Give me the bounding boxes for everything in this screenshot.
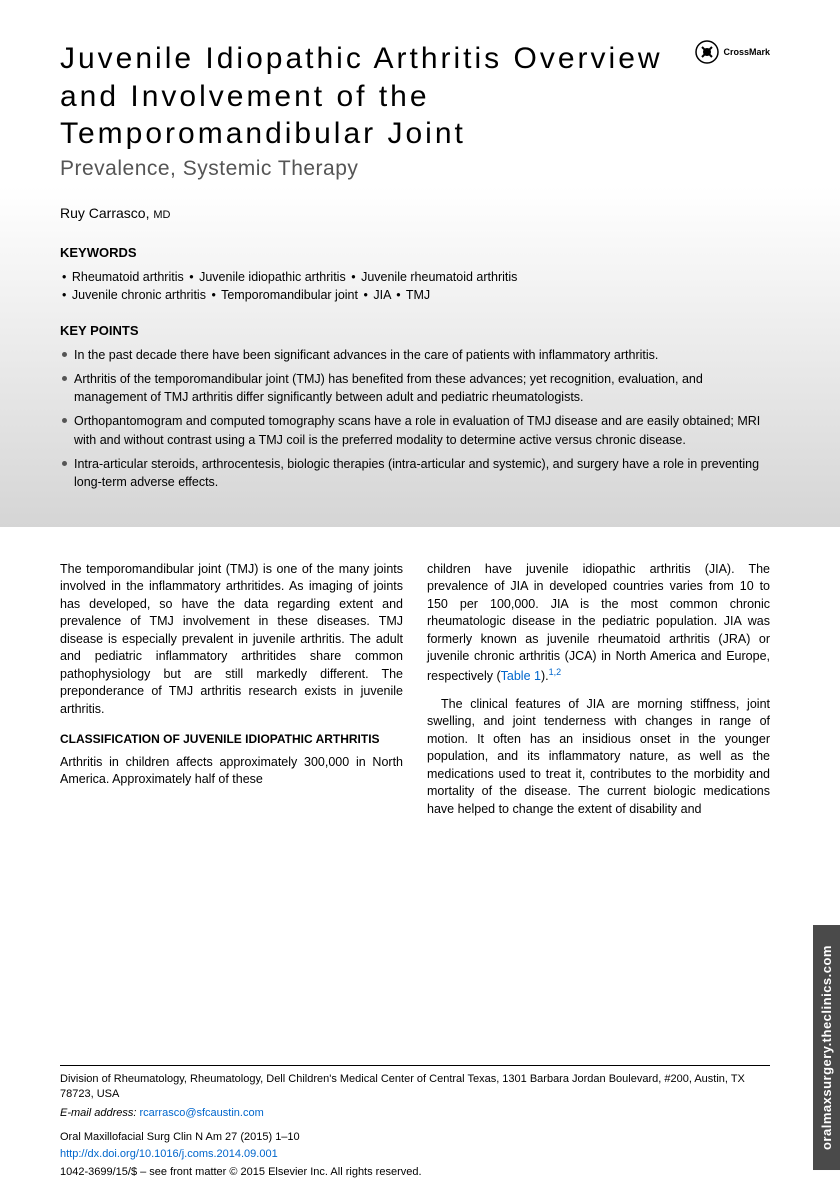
author-name: Ruy Carrasco,	[60, 205, 149, 221]
keypoints-list: In the past decade there have been signi…	[60, 346, 770, 491]
text-run: children have juvenile idiopathic arthri…	[427, 562, 770, 683]
section-heading: CLASSIFICATION OF JUVENILE IDIOPATHIC AR…	[60, 732, 403, 748]
page-footer: Division of Rheumatology, Rheumatology, …	[60, 1065, 770, 1180]
footer-rule	[60, 1065, 770, 1066]
paragraph: The temporomandibular joint (TMJ) is one…	[60, 561, 403, 719]
keyword: TMJ	[406, 288, 430, 302]
keyword: Temporomandibular joint	[221, 288, 358, 302]
paragraph: Arthritis in children affects approximat…	[60, 754, 403, 789]
column-right: children have juvenile idiopathic arthri…	[427, 561, 770, 828]
keypoint-item: In the past decade there have been signi…	[60, 346, 770, 364]
keyword: Juvenile chronic arthritis	[72, 288, 206, 302]
crossmark-badge[interactable]: CrossMark	[695, 40, 770, 64]
ref-superscript[interactable]: 1,2	[549, 667, 562, 677]
text-run: ).	[541, 669, 549, 683]
copyright-line: 1042-3699/15/$ – see front matter © 2015…	[60, 1165, 770, 1180]
keypoint-item: Arthritis of the temporomandibular joint…	[60, 370, 770, 406]
keywords-list: • Rheumatoid arthritis • Juvenile idiopa…	[60, 268, 770, 306]
title-block: Juvenile Idiopathic Arthritis Overview a…	[0, 40, 840, 527]
article-title: Juvenile Idiopathic Arthritis Overview a…	[60, 40, 680, 153]
keyword: Juvenile rheumatoid arthritis	[361, 270, 517, 284]
paragraph: The clinical features of JIA are morning…	[427, 696, 770, 819]
body-columns: The temporomandibular joint (TMJ) is one…	[60, 561, 770, 828]
column-left: The temporomandibular joint (TMJ) is one…	[60, 561, 403, 828]
email-label: E-mail address:	[60, 1107, 136, 1119]
affiliation: Division of Rheumatology, Rheumatology, …	[60, 1072, 770, 1103]
keyword: Juvenile idiopathic arthritis	[199, 270, 346, 284]
doi-link[interactable]: http://dx.doi.org/10.1016/j.coms.2014.09…	[60, 1147, 770, 1162]
author-line: Ruy Carrasco, MD	[60, 205, 770, 221]
email-line: E-mail address: rcarrasco@sfcaustin.com	[60, 1106, 770, 1121]
side-url-tab[interactable]: oralmaxsurgery.theclinics.com	[813, 925, 840, 1170]
author-degree: MD	[153, 209, 170, 221]
keywords-heading: KEYWORDS	[60, 245, 770, 260]
journal-citation: Oral Maxillofacial Surg Clin N Am 27 (20…	[60, 1130, 770, 1145]
email-link[interactable]: rcarrasco@sfcaustin.com	[139, 1107, 263, 1119]
keyword: JIA	[373, 288, 390, 302]
keyword: Rheumatoid arthritis	[72, 270, 184, 284]
keypoint-item: Orthopantomogram and computed tomography…	[60, 412, 770, 448]
page-container: CrossMark Juvenile Idiopathic Arthritis …	[0, 0, 840, 1200]
crossmark-icon	[695, 40, 719, 64]
table-link[interactable]: Table 1	[501, 669, 541, 683]
keypoint-item: Intra-articular steroids, arthrocentesis…	[60, 455, 770, 491]
crossmark-label: CrossMark	[723, 47, 770, 57]
article-subtitle: Prevalence, Systemic Therapy	[60, 157, 770, 181]
keypoints-heading: KEY POINTS	[60, 323, 770, 338]
paragraph: children have juvenile idiopathic arthri…	[427, 561, 770, 686]
